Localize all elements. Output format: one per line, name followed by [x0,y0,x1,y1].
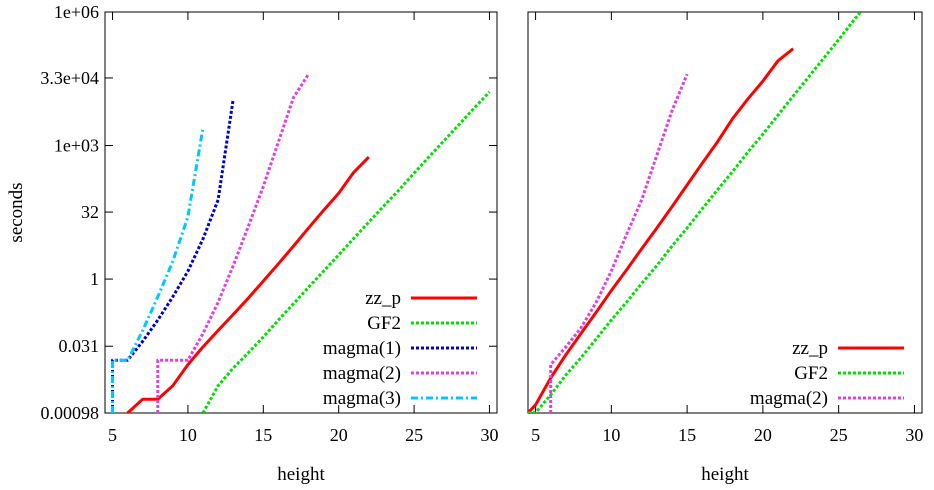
x-tick-label: 20 [330,425,348,445]
legend-label: magma(1) [323,338,401,359]
right-panel: 5 10 15 20 25 30 height zz_p GF2 magma(2) [527,11,923,485]
y-tick-label: 1e+03 [54,136,99,156]
y-tick-label: 0.00098 [41,403,100,423]
series-line-magma-2- [156,73,310,413]
left-panel: 5 10 15 20 25 30 0.00098 0.031 1 32 1e+03 3.3e+04 1e… [6,2,498,485]
y-axis-label: seconds [6,182,27,242]
plot-frame [527,11,923,414]
series-line-gf2 [528,12,863,413]
series-line-gf2 [201,90,491,413]
series-line-magma-3- [111,127,205,413]
x-tick-label: 5 [531,425,540,445]
y-tick-label: 0.031 [59,336,100,356]
x-axis-label: height [277,464,325,485]
legend-label: GF2 [367,313,401,334]
series-line-zz-p [126,156,370,413]
y-tick-label: 3.3e+04 [40,68,99,88]
y-tick-label: 1e+06 [54,2,99,22]
x-tick-label: 30 [480,425,498,445]
legend-label: magma(2) [750,388,828,409]
x-tick-label: 30 [905,425,923,445]
legend-label: magma(3) [323,388,401,409]
legend-label: zz_p [365,288,401,309]
legend-label: zz_p [792,338,828,359]
x-tick-label: 25 [405,425,423,445]
x-tick-label: 10 [602,425,620,445]
series-line-magma-1- [111,98,235,413]
legend-label: GF2 [794,363,828,384]
x-axis-label: height [701,464,749,485]
x-tick-label: 5 [108,425,117,445]
x-tick-label: 25 [830,425,848,445]
plot-frame [104,11,498,414]
x-tick-label: 15 [678,425,696,445]
y-tick-label: 1 [90,269,99,289]
series-line-magma-2- [549,73,689,413]
x-tick-label: 20 [754,425,772,445]
x-tick-label: 15 [254,425,272,445]
x-tick-label: 10 [179,425,197,445]
y-tick-label: 32 [81,202,99,222]
legend-label: magma(2) [323,363,401,384]
series-line-zz-p [528,47,795,413]
